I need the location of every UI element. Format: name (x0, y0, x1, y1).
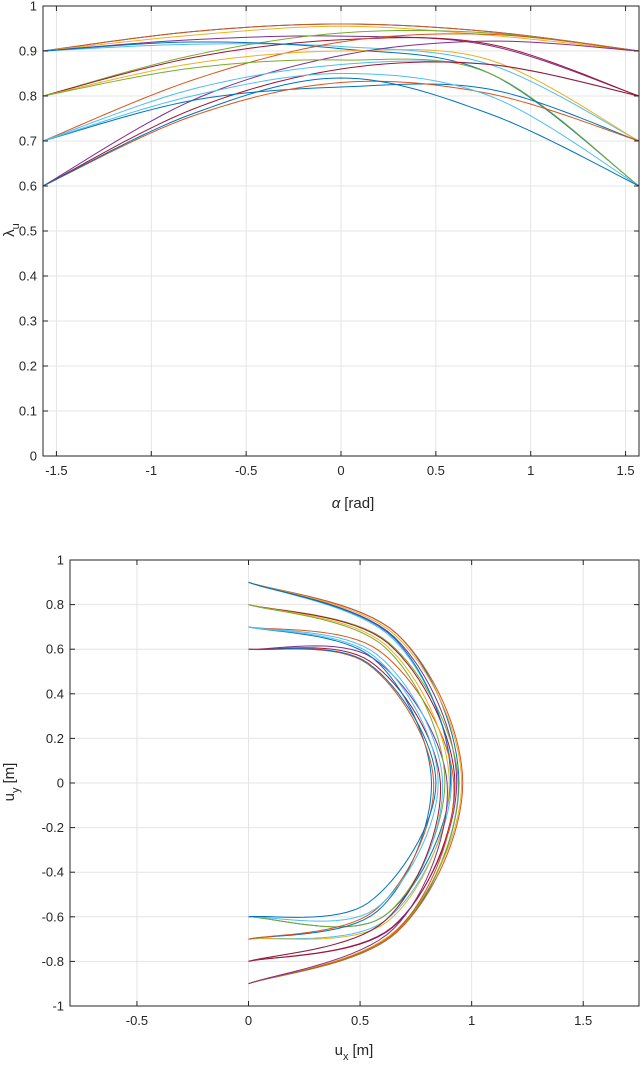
series-line (248, 604, 456, 962)
x-tick-label: -0.5 (126, 1013, 148, 1028)
series-line (248, 626, 455, 985)
series-line (248, 647, 442, 962)
series-line (42, 49, 640, 142)
top-x-axis-label: α [rad] (332, 495, 375, 512)
bottom-y-axis-label: uy [m] (1, 763, 22, 802)
y-tick-label: -0.8 (42, 954, 64, 969)
series-line (42, 43, 640, 142)
series-line (248, 581, 451, 928)
y-tick-label: -0.4 (42, 865, 64, 880)
chart-top: -1.5 -1 -0.5 0 0.5 1 1.5 0 0.1 0.2 0.3 0.4 0.5 0.6 0.7… (1, 0, 640, 512)
x-tick-label: 1 (527, 463, 534, 478)
series-line (248, 648, 437, 918)
y-tick-label: 0.8 (46, 597, 64, 612)
series-line (248, 645, 448, 985)
bottom-series (248, 581, 464, 985)
bottom-grid (70, 559, 639, 1007)
y-tick-label: 0.4 (19, 269, 37, 284)
y-tick-label: 0.4 (46, 686, 64, 701)
series-line (248, 626, 432, 940)
bottom-x-label-sub: x (343, 1051, 349, 1063)
top-y-label-sub: u (10, 223, 22, 229)
y-tick-label: 1 (57, 553, 64, 568)
series-line (248, 581, 463, 985)
series-line (42, 80, 640, 187)
y-tick-label: 0.6 (19, 179, 37, 194)
y-tick-label: 0.5 (19, 224, 37, 239)
y-tick-label: 0.2 (19, 359, 37, 374)
series-line (42, 61, 640, 187)
chart-bottom: -0.5 0 0.5 1 1.5 -1 -0.8 -0.6 -0.4 -0.2 0 0.2 0.4 0.6… (1, 553, 640, 1063)
y-tick-label: 0.2 (46, 731, 64, 746)
series-line (248, 626, 439, 922)
series-line (42, 58, 640, 187)
x-tick-label: 1.5 (574, 1013, 592, 1028)
y-tick-label: 0.3 (19, 314, 37, 329)
top-x-label-symbol: α (332, 495, 341, 512)
series-line (42, 40, 640, 187)
top-ticks: -1.5 -1 -0.5 0 0.5 1 1.5 0 0.1 0.2 0.3 0.4 0.5 0.6 0.7… (19, 0, 639, 478)
series-line (42, 72, 640, 187)
series-line (42, 33, 640, 142)
bottom-x-axis-label: ux [m] (335, 1042, 374, 1063)
bottom-y-label-unit: [m] (1, 763, 18, 784)
top-x-label-unit: [rad] (344, 495, 374, 512)
bottom-y-label-sub: y (10, 787, 22, 793)
y-tick-label: -0.6 (42, 909, 64, 924)
series-line (248, 581, 458, 962)
x-tick-label: -0.5 (235, 463, 257, 478)
y-tick-label: 0.7 (19, 134, 37, 149)
series-line (42, 77, 640, 187)
series-line (42, 37, 640, 97)
y-tick-label: 0.8 (19, 89, 37, 104)
y-tick-label: 1 (30, 0, 37, 14)
top-series (42, 23, 640, 187)
top-y-label-main: λ (1, 229, 18, 237)
y-tick-label: 0.9 (19, 44, 37, 59)
x-tick-label: 0 (337, 463, 344, 478)
x-tick-label: -1.5 (45, 463, 67, 478)
y-tick-label: 0.6 (46, 642, 64, 657)
bottom-y-label-main: u (1, 793, 18, 801)
series-line (248, 604, 459, 985)
y-tick-label: 0.1 (19, 404, 37, 419)
y-tick-label: -1 (52, 999, 64, 1014)
series-line (42, 83, 640, 142)
x-tick-label: 0.5 (427, 463, 445, 478)
x-tick-label: 0 (245, 1013, 252, 1028)
bottom-x-label-main: u (335, 1042, 343, 1059)
series-line (248, 604, 450, 940)
series-line (42, 25, 640, 52)
series-line (42, 35, 640, 97)
y-tick-label: 0 (30, 449, 37, 464)
x-tick-label: -1 (146, 463, 158, 478)
y-tick-label: -0.2 (42, 820, 64, 835)
top-y-axis-label: λu (1, 223, 22, 237)
y-tick-label: 0 (57, 776, 64, 791)
bottom-x-label-unit: [m] (353, 1042, 374, 1059)
series-line (248, 648, 435, 940)
x-tick-label: 0.5 (351, 1013, 369, 1028)
x-tick-label: 1 (468, 1013, 475, 1028)
x-tick-label: 1.5 (617, 463, 635, 478)
bottom-ticks: -0.5 0 0.5 1 1.5 -1 -0.8 -0.6 -0.4 -0.2 0 0.2 0.4 0.6… (42, 553, 639, 1028)
series-line (248, 581, 453, 940)
